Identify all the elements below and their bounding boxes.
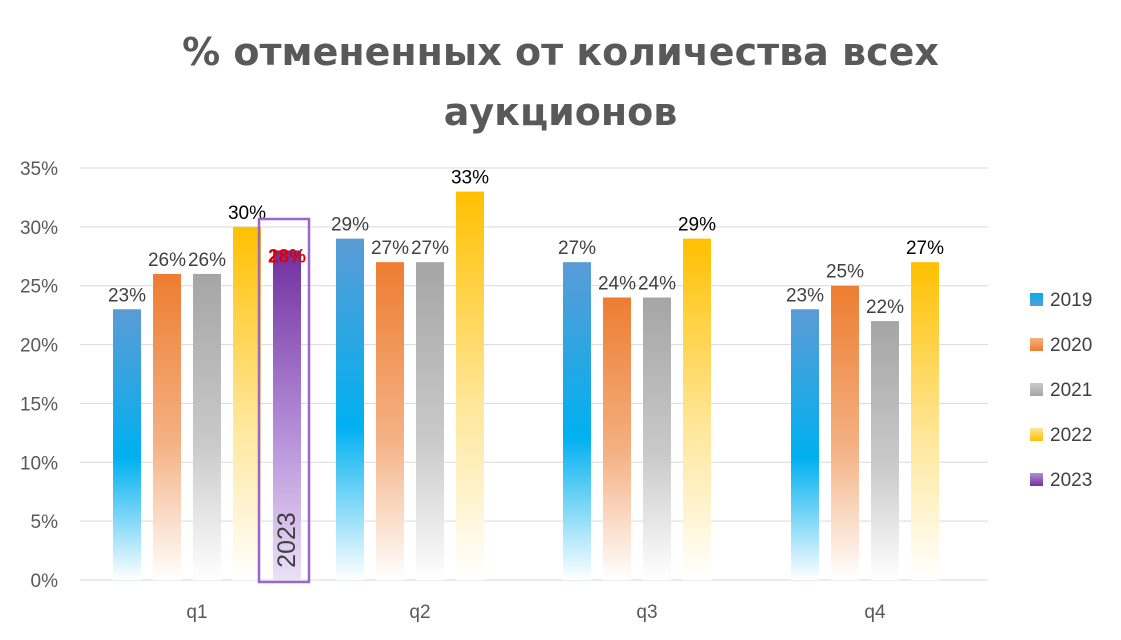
legend-label-2022: 2022: [1050, 425, 1092, 446]
bar-2021-q4: [871, 321, 899, 580]
y-tick-label: 25%: [20, 277, 58, 298]
bar-2022-q1: [233, 226, 261, 580]
bar-2020-q3: [603, 297, 631, 580]
bar-2021-q1: [193, 273, 221, 580]
bar-2020-q2: [376, 262, 404, 580]
data-label: 29%: [331, 215, 369, 236]
data-label: 25%: [826, 262, 864, 283]
data-label: 29%: [678, 215, 716, 236]
data-label: 22%: [866, 297, 904, 318]
legend-swatch-2021: [1030, 383, 1043, 396]
bar-2019-q4: [791, 309, 819, 580]
y-tick-label: 10%: [20, 453, 58, 474]
data-label: 27%: [411, 238, 449, 259]
y-tick-label: 30%: [20, 218, 58, 239]
legend-label-2023: 2023: [1050, 470, 1092, 491]
y-tick-label: 15%: [20, 394, 58, 415]
legend-label-2020: 2020: [1050, 335, 1092, 356]
data-label: 27%: [371, 238, 409, 259]
data-label: 30%: [228, 203, 266, 224]
bar-2022-q2: [456, 191, 484, 581]
legend-label-2021: 2021: [1050, 380, 1092, 401]
y-tick-label: 20%: [20, 336, 58, 357]
legend-swatch-2022: [1030, 428, 1043, 441]
bar-2022-q4: [911, 262, 939, 580]
highlight-box: [257, 217, 311, 584]
chart-title-line-1: % отмененных от количества всех: [182, 30, 939, 74]
data-label: 33%: [451, 168, 489, 189]
x-tick-label: q4: [864, 602, 886, 623]
legend-swatch-2019: [1030, 293, 1043, 306]
bar-2021-q2: [416, 262, 444, 580]
data-label: 24%: [598, 273, 636, 294]
x-tick-label: q2: [409, 602, 430, 623]
bar-2020-q4: [831, 285, 859, 580]
y-tick-label: 5%: [31, 512, 59, 533]
data-label: 27%: [906, 238, 944, 259]
y-tick-label: 0%: [31, 571, 59, 592]
data-label: 26%: [148, 250, 186, 271]
bar-2019-q3: [563, 262, 591, 580]
bar-2023-q1: [273, 250, 301, 580]
x-tick-label: q1: [186, 602, 207, 623]
bar-2020-q1: [153, 273, 181, 580]
legend-label-2019: 2019: [1050, 290, 1092, 311]
highlight-box-label: 2023: [273, 512, 301, 568]
bar-2019-q2: [336, 238, 364, 580]
legend-swatch-2020: [1030, 338, 1043, 351]
data-label: 27%: [558, 238, 596, 259]
bar-2021-q3: [643, 297, 671, 580]
y-tick-label: 35%: [20, 159, 58, 180]
data-label: 23%: [786, 285, 824, 306]
chart-title: % отмененных от количества всех аукционо…: [0, 22, 1121, 142]
data-label: 28%: [268, 246, 306, 267]
legend-swatch-2023: [1030, 473, 1043, 486]
data-label: 24%: [638, 273, 676, 294]
x-tick-label: q3: [636, 602, 657, 623]
data-label: 23%: [108, 285, 146, 306]
data-label: 26%: [188, 250, 226, 271]
bar-2022-q3: [683, 238, 711, 580]
chart-title-line-2: аукционов: [443, 90, 678, 134]
bar-2019-q1: [113, 309, 141, 580]
